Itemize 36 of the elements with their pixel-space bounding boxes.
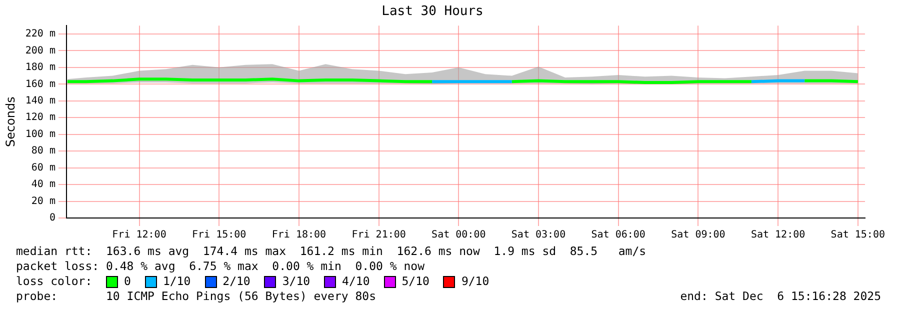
x-tick-label: Fri 15:00 — [192, 230, 246, 241]
x-tick-label: Fri 12:00 — [112, 230, 166, 241]
y-tick-label: 60 m — [31, 162, 56, 174]
y-tick-label: 100 m — [25, 128, 56, 140]
y-tick-label: 200 m — [25, 45, 56, 56]
legend-title: loss color: — [16, 274, 94, 289]
text: packet loss: 0.48 % avg 6.75 % max 0.00 % min 0.00 % now — [16, 259, 426, 274]
legend-label: 3/10 — [282, 274, 310, 289]
legend-label: 0 — [124, 274, 131, 289]
x-tick-label: Sat 00:00 — [432, 230, 486, 241]
x-tick-label: Fri 21:00 — [352, 230, 406, 241]
x-tick-label: Sat 06:00 — [591, 230, 646, 241]
y-tick-label: 120 m — [25, 112, 56, 124]
legend-label: 2/10 — [222, 274, 250, 289]
y-tick-label: 80 m — [31, 146, 56, 157]
y-tick-label: 140 m — [25, 95, 56, 106]
legend-label: 1/10 — [162, 274, 191, 289]
y-tick-label: 20 m — [31, 196, 56, 207]
text: end: Sat Dec 6 15:16:28 2025 — [680, 289, 881, 304]
text: probe: 10 ICMP Echo Pings (56 Bytes) every 80s — [16, 289, 376, 304]
x-tick-label: Sat 15:00 — [830, 230, 885, 241]
x-tick-label: Sat 03:00 — [511, 230, 566, 241]
legend-label: 9/10 — [461, 274, 490, 289]
text: median rtt: 163.6 ms avg 174.4 ms max 161.2 ms min 162.6 ms now 1.9 ms sd 85.5 am/s — [16, 244, 648, 259]
legend-label: 5/10 — [402, 274, 430, 289]
chart-title: Last 30 Hours — [382, 4, 484, 20]
x-tick-label: Sat 12:00 — [750, 230, 806, 241]
legend-label: 4/10 — [342, 274, 370, 289]
x-tick-label: Sat 09:00 — [671, 230, 726, 241]
y-tick-label: 40 m — [31, 179, 56, 190]
y-tick-label: 220 m — [25, 28, 56, 40]
y-tick-label: 0 — [49, 212, 56, 224]
y-tick-label: 160 m — [25, 78, 56, 90]
y-tick-label: 180 m — [25, 62, 56, 74]
y-axis-title: Seconds — [3, 96, 18, 148]
x-tick-label: Fri 18:00 — [272, 230, 326, 241]
